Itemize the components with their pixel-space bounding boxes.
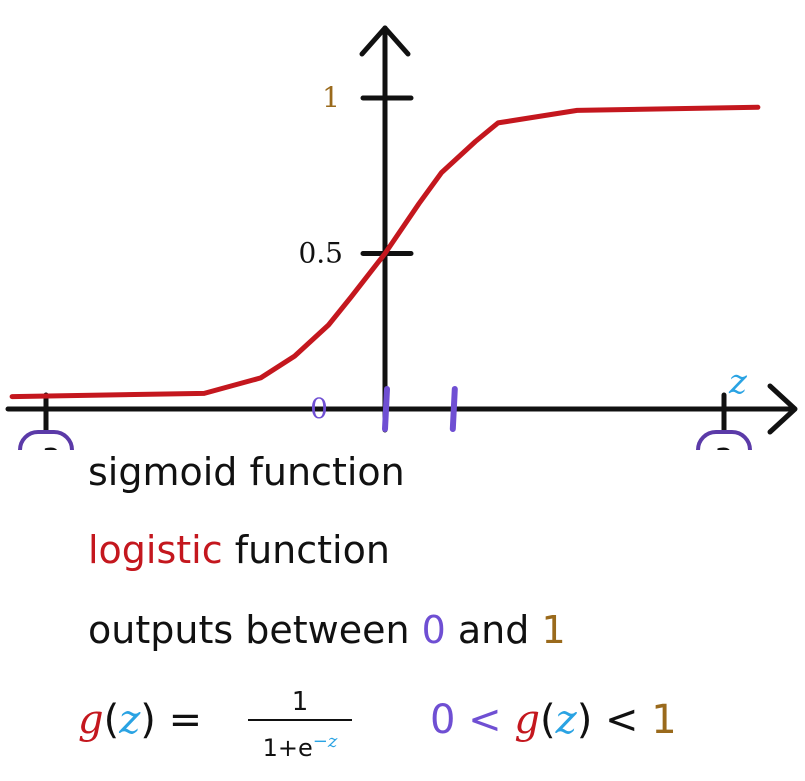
range-zero: 0 <box>430 697 456 743</box>
range-lt-first: < <box>468 697 502 743</box>
formula-g: g <box>78 697 104 743</box>
x-tick-label-3: 3 <box>714 443 733 450</box>
range-lt-second: < <box>605 697 639 743</box>
caption-zero: 0 <box>421 608 446 652</box>
caption-logistic-word: logistic <box>88 528 223 572</box>
caption-outputs-prefix: outputs between <box>88 608 422 652</box>
formula-fraction: 1 1+e−z <box>246 685 354 762</box>
formula-paren-close-eq: ) = <box>140 697 203 743</box>
range-one: 1 <box>651 697 677 743</box>
x-axis-arrow <box>767 383 798 435</box>
caption-logistic-function: logistic function <box>88 531 390 569</box>
formula-numerator: 1 <box>291 687 309 717</box>
caption-and: and <box>445 608 542 652</box>
x-tick-label-0: -3 <box>31 443 61 450</box>
formula-lhs: g(z) = <box>78 697 202 743</box>
formula-range: 0 < g(z) < 1 <box>430 697 677 743</box>
x-tick-circle-0 <box>18 430 74 450</box>
range-paren-close: ) <box>576 697 593 743</box>
formula-fraction-bar <box>248 719 352 721</box>
x-tick-circle-3 <box>696 430 752 450</box>
formula-denominator-base: 1+e <box>262 734 313 762</box>
y-tick-label-0: 0 <box>310 392 328 425</box>
formula-z: z <box>119 697 141 743</box>
curve-layer <box>9 104 761 400</box>
sigmoid-curve <box>9 104 761 400</box>
caption-sigmoid-text: sigmoid function <box>88 450 405 494</box>
y-tick-label-1: 0.5 <box>298 237 343 270</box>
caption-sigmoid-function: sigmoid function <box>88 453 405 491</box>
x-tick-mark-1 <box>382 386 390 432</box>
formula-denominator: 1+e−z <box>246 725 354 762</box>
caption-outputs-between: outputs between 0 and 1 <box>88 611 566 649</box>
axes <box>5 25 798 435</box>
caption-function-word: function <box>222 528 390 572</box>
y-tick-label-2: 1 <box>322 81 340 114</box>
formula-exponent: −z <box>312 731 338 752</box>
x-axis-label: z <box>728 362 748 402</box>
caption-one: 1 <box>541 608 566 652</box>
formula-paren-open: ( <box>103 697 120 743</box>
range-z: z <box>555 697 577 743</box>
range-g: g <box>514 697 541 743</box>
x-tick-mark-2 <box>449 386 458 432</box>
y-axis-arrow <box>359 25 411 57</box>
tick-labels: 0 0.5 1 -3 3 z <box>18 81 752 450</box>
sigmoid-plot: 0 0.5 1 -3 3 z <box>5 25 798 450</box>
range-paren-open: ( <box>540 697 556 743</box>
